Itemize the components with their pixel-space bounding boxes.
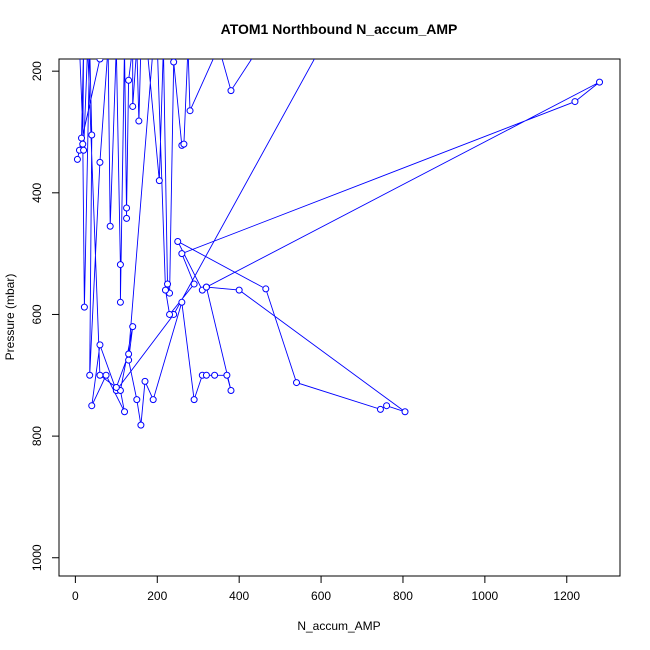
x-tick-label: 800	[393, 589, 413, 603]
data-point	[138, 44, 144, 50]
data-point	[130, 44, 136, 50]
data-point	[134, 44, 140, 50]
data-point	[202, 283, 210, 291]
data-point	[86, 371, 94, 379]
data-point	[96, 371, 104, 379]
data-point	[129, 102, 137, 110]
data-point	[223, 371, 231, 379]
data-point	[122, 44, 128, 50]
data-point	[116, 261, 124, 269]
data-point	[116, 298, 124, 306]
data-point	[102, 371, 110, 379]
data-point	[202, 371, 210, 379]
data-point	[96, 341, 104, 349]
y-tick-label: 600	[30, 304, 44, 324]
data-point	[596, 78, 604, 86]
data-point	[166, 310, 174, 318]
y-axis-label: Pressure (mbar)	[3, 274, 17, 361]
data-point	[571, 98, 579, 106]
data-point	[113, 44, 119, 50]
x-axis: 0 200 400 600 800 1000 1200	[72, 575, 580, 603]
y-axis: 200 400 600 800 1000	[30, 61, 60, 571]
data-point	[174, 237, 182, 245]
data-point	[88, 402, 96, 410]
data-point	[161, 286, 169, 294]
data-point	[160, 44, 166, 50]
data-point	[170, 59, 178, 66]
data-point	[190, 280, 198, 288]
data-point	[180, 140, 188, 148]
data-point	[318, 44, 324, 50]
data-point	[96, 158, 104, 166]
data-point	[129, 323, 137, 331]
data-point	[164, 280, 172, 288]
data-point	[141, 377, 149, 385]
data-point	[123, 204, 131, 212]
data-point	[96, 59, 104, 63]
data-point	[178, 298, 186, 306]
data-point	[185, 44, 191, 50]
data-point	[79, 140, 87, 148]
data-point	[80, 303, 88, 311]
data-point	[235, 286, 243, 294]
data-point	[123, 214, 131, 222]
data-point	[149, 396, 157, 404]
y-tick-label: 400	[30, 182, 44, 202]
data-point	[257, 44, 263, 50]
data-point	[125, 356, 133, 364]
x-tick-label: 1000	[472, 589, 499, 603]
data-point	[190, 396, 198, 404]
data-point	[125, 350, 133, 358]
data-point	[216, 44, 222, 50]
data-point	[155, 177, 163, 185]
data-point	[293, 379, 301, 387]
data-point	[85, 44, 91, 50]
chart-title: ATOM1 Northbound N_accum_AMP	[221, 21, 458, 37]
data-point	[76, 44, 82, 50]
y-tick-label: 800	[30, 426, 44, 446]
y-tick-label: 200	[30, 61, 44, 81]
data-point	[125, 76, 133, 84]
y-tick-label: 1000	[30, 544, 44, 571]
x-tick-label: 600	[311, 589, 331, 603]
x-tick-label: 1200	[553, 589, 580, 603]
data-point	[78, 134, 86, 142]
data-point	[81, 44, 87, 50]
data-point	[137, 421, 145, 429]
data-point	[106, 222, 114, 230]
series-line	[76, 59, 600, 426]
data-point	[178, 250, 186, 258]
data-point	[88, 131, 96, 139]
data-point	[401, 408, 409, 416]
data-point	[150, 44, 156, 50]
data-point	[133, 396, 141, 404]
x-tick-label: 400	[229, 589, 249, 603]
data-point	[227, 386, 235, 394]
data-point	[211, 371, 219, 379]
data-point	[186, 107, 194, 115]
x-tick-label: 200	[147, 589, 167, 603]
data-point	[383, 402, 391, 410]
data-point	[80, 146, 88, 154]
series-group	[73, 44, 604, 429]
data-point	[135, 117, 143, 125]
data-point	[87, 44, 93, 50]
plot-area	[58, 58, 621, 577]
data-point	[376, 405, 384, 413]
data-point	[105, 44, 111, 50]
data-point	[112, 383, 120, 391]
data-point	[227, 87, 235, 95]
data-point	[154, 44, 160, 50]
data-point	[144, 44, 150, 50]
data-point	[121, 408, 129, 416]
data-point	[262, 285, 270, 293]
x-axis-label: N_accum_AMP	[297, 619, 380, 633]
data-point	[73, 155, 81, 163]
x-tick-label: 0	[72, 589, 79, 603]
